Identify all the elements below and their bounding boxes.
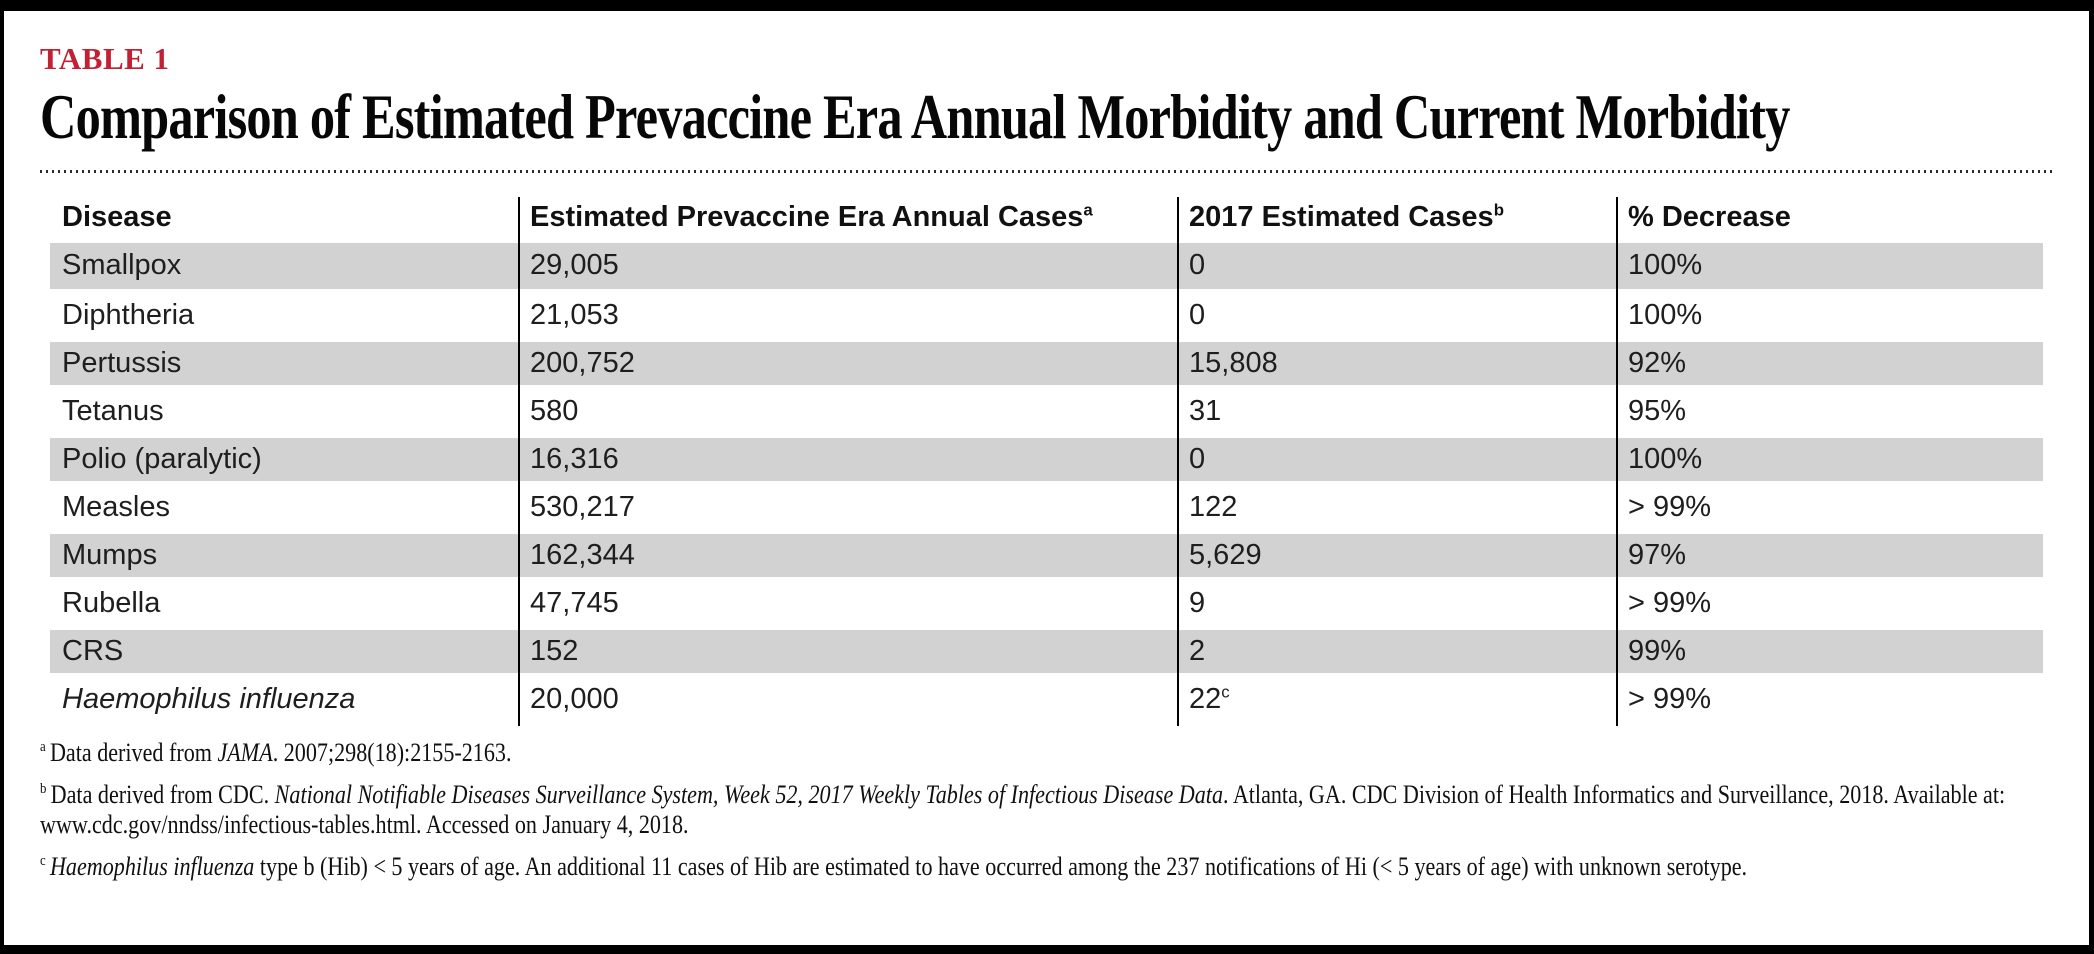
- col-header-disease: Disease: [50, 197, 518, 244]
- cell-prevaccine-cases: 29,005: [518, 243, 1177, 294]
- table-row: Polio (paralytic) 16,316 0 100%: [50, 435, 2043, 486]
- cell-disease: Pertussis: [50, 339, 518, 390]
- footnote-a-marker: a: [40, 738, 46, 755]
- morbidity-table-wrap: Disease Estimated Prevaccine Era Annual …: [50, 197, 2043, 726]
- cell-2017-cases: 122: [1177, 483, 1616, 534]
- cell-disease: Rubella: [50, 579, 518, 630]
- footnote-ref-a: a: [1083, 199, 1093, 219]
- footnote-ref-b: b: [1493, 199, 1504, 219]
- table-row: Mumps 162,344 5,629 97%: [50, 531, 2043, 582]
- cell-disease: Haemophilus influenza: [50, 675, 518, 726]
- footnote-b: b Data derived from CDC. National Notifia…: [40, 779, 2005, 840]
- table-row: Smallpox 29,005 0 100%: [50, 243, 2043, 294]
- cell-prevaccine-cases: 200,752: [518, 339, 1177, 390]
- column-divider-line: [518, 197, 520, 726]
- table-row: Pertussis 200,752 15,808 92%: [50, 339, 2043, 390]
- col-header-2017-label: 2017 Estimated Cases: [1189, 200, 1494, 233]
- cell-disease: Measles: [50, 483, 518, 534]
- footnote-a: a Data derived from JAMA. 2007;298(18):21…: [40, 738, 1751, 768]
- dotted-divider: [40, 170, 2053, 174]
- cell-prevaccine-cases: 16,316: [518, 435, 1177, 486]
- footnote-c-marker: c: [40, 852, 46, 869]
- cell-2017-cases-value: 22: [1189, 682, 1222, 715]
- cell-2017-cases: 0: [1177, 435, 1616, 486]
- col-header-2017-cases: 2017 Estimated Casesb: [1177, 197, 1616, 244]
- table-row: Diphtheria 21,053 0 100%: [50, 291, 2043, 342]
- cell-2017-cases: 5,629: [1177, 531, 1616, 582]
- column-divider-line: [1616, 197, 1618, 726]
- cell-prevaccine-cases: 530,217: [518, 483, 1177, 534]
- footnote-a-text: Data derived from: [49, 737, 218, 767]
- cell-percent-decrease: > 99%: [1616, 579, 2043, 630]
- cell-2017-cases: 31: [1177, 387, 1616, 438]
- cell-prevaccine-cases: 20,000: [518, 675, 1177, 726]
- table-row: Tetanus 580 31 95%: [50, 387, 2043, 438]
- cell-percent-decrease: 97%: [1616, 531, 2043, 582]
- footnote-c: c Haemophilus influenza type b (Hib) < 5 …: [40, 852, 1751, 882]
- cell-disease: Mumps: [50, 531, 518, 582]
- cell-2017-cases: 0: [1177, 291, 1616, 342]
- column-divider-line: [1177, 197, 1179, 726]
- cell-disease: Polio (paralytic): [50, 435, 518, 486]
- footnote-a-citation: . 2007;298(18):2155-2163.: [272, 737, 512, 767]
- cell-prevaccine-cases: 152: [518, 627, 1177, 678]
- cell-percent-decrease: > 99%: [1616, 675, 2043, 726]
- cell-2017-cases: 22c: [1177, 675, 1616, 726]
- col-header-disease-label: Disease: [62, 200, 172, 233]
- cell-percent-decrease: 100%: [1616, 243, 2043, 294]
- table-row: Measles 530,217 122 > 99%: [50, 483, 2043, 534]
- cell-percent-decrease: 99%: [1616, 627, 2043, 678]
- footnote-b-text: Data derived from CDC.: [50, 779, 275, 809]
- table-label: TABLE 1: [40, 41, 170, 76]
- footnote-c-text: type b (Hib) < 5 years of age. An additi…: [254, 851, 1748, 881]
- col-header-percent-decrease: % Decrease: [1616, 197, 2043, 244]
- cell-2017-cases: 9: [1177, 579, 1616, 630]
- table-row: CRS 152 2 99%: [50, 627, 2043, 678]
- cell-2017-cases: 15,808: [1177, 339, 1616, 390]
- table-row: Rubella 47,745 9 > 99%: [50, 579, 2043, 630]
- cell-prevaccine-cases: 162,344: [518, 531, 1177, 582]
- cell-percent-decrease: 100%: [1616, 435, 2043, 486]
- cell-percent-decrease: 92%: [1616, 339, 2043, 390]
- footnote-a-journal: JAMA: [217, 737, 273, 767]
- footnote-c-organism: Haemophilus influenza: [49, 851, 255, 881]
- header-row: Disease Estimated Prevaccine Era Annual …: [50, 197, 2043, 244]
- morbidity-table: Disease Estimated Prevaccine Era Annual …: [50, 197, 2043, 726]
- cell-disease: Tetanus: [50, 387, 518, 438]
- footnote-b-marker: b: [40, 780, 47, 797]
- cdc-url: www.cdc.gov/nndss/infectious-tables.html…: [40, 809, 689, 839]
- col-header-prevaccine-label: Estimated Prevaccine Era Annual Cases: [530, 200, 1084, 233]
- footnote-b-source-title: National Notifiable Diseases Surveillanc…: [274, 779, 1224, 809]
- page-title: Comparison of Estimated Prevaccine Era A…: [40, 82, 1790, 153]
- cell-prevaccine-cases: 21,053: [518, 291, 1177, 342]
- footnote-ref-c: c: [1221, 681, 1230, 701]
- cell-2017-cases: 0: [1177, 243, 1616, 294]
- cell-percent-decrease: 100%: [1616, 291, 2043, 342]
- cell-disease: CRS: [50, 627, 518, 678]
- table-row: Haemophilus influenza 20,000 22c > 99%: [50, 675, 2043, 726]
- footnote-b-citation: . Atlanta, GA. CDC Division of Health In…: [1223, 779, 2006, 809]
- cell-percent-decrease: 95%: [1616, 387, 2043, 438]
- col-header-prevaccine-cases: Estimated Prevaccine Era Annual Casesa: [518, 197, 1177, 244]
- footnotes-section: a Data derived from JAMA. 2007;298(18):21…: [40, 738, 2053, 882]
- cell-disease: Diphtheria: [50, 291, 518, 342]
- cell-prevaccine-cases: 47,745: [518, 579, 1177, 630]
- cell-prevaccine-cases: 580: [518, 387, 1177, 438]
- cell-2017-cases: 2: [1177, 627, 1616, 678]
- col-header-decrease-label: % Decrease: [1628, 200, 1791, 233]
- cell-disease: Smallpox: [50, 243, 518, 294]
- cell-percent-decrease: > 99%: [1616, 483, 2043, 534]
